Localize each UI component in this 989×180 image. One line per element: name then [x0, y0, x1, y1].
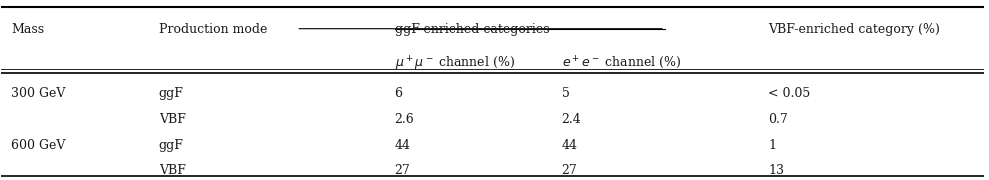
Text: Mass: Mass: [11, 22, 45, 35]
Text: 1: 1: [768, 140, 776, 152]
Text: ggF: ggF: [158, 87, 184, 100]
Text: ggF-enriched categories: ggF-enriched categories: [395, 22, 549, 35]
Text: 2.4: 2.4: [562, 113, 582, 126]
Text: $e^+e^-$ channel (%): $e^+e^-$ channel (%): [562, 54, 681, 71]
Text: 13: 13: [768, 164, 784, 177]
Text: < 0.05: < 0.05: [768, 87, 810, 100]
Text: $\mu^+\mu^-$ channel (%): $\mu^+\mu^-$ channel (%): [395, 54, 514, 73]
Text: Production mode: Production mode: [158, 22, 267, 35]
Text: 5: 5: [562, 87, 570, 100]
Text: 6: 6: [395, 87, 403, 100]
Text: VBF: VBF: [158, 164, 186, 177]
Text: 0.7: 0.7: [768, 113, 788, 126]
Text: 300 GeV: 300 GeV: [11, 87, 65, 100]
Text: 600 GeV: 600 GeV: [11, 140, 65, 152]
Text: ggF: ggF: [158, 140, 184, 152]
Text: 44: 44: [562, 140, 578, 152]
Text: 27: 27: [562, 164, 578, 177]
Text: 44: 44: [395, 140, 410, 152]
Text: VBF: VBF: [158, 113, 186, 126]
Text: 27: 27: [395, 164, 410, 177]
Text: 2.6: 2.6: [395, 113, 414, 126]
Text: VBF-enriched category (%): VBF-enriched category (%): [768, 22, 940, 35]
